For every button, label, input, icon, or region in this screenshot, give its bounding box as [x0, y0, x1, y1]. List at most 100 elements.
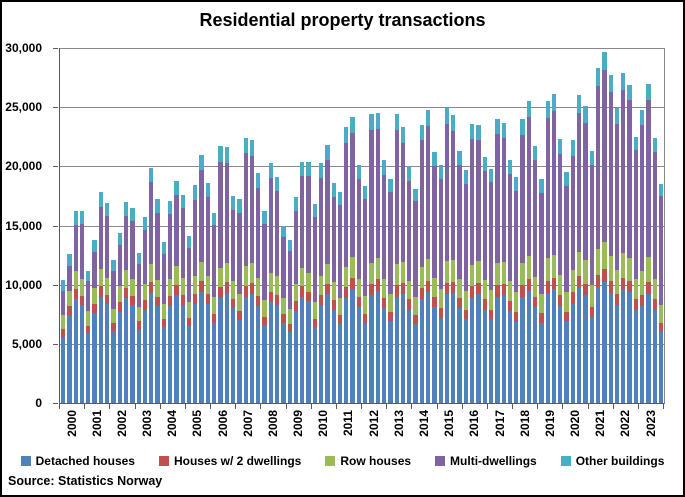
year-group-2006 — [211, 48, 236, 403]
bar-segment — [306, 301, 311, 403]
bar-segment — [117, 311, 122, 403]
stacked-bar — [602, 48, 607, 403]
bar-segment — [614, 124, 620, 270]
stacked-bar — [218, 48, 223, 403]
bar-segment — [532, 277, 538, 298]
stacked-bar — [193, 48, 198, 403]
bar-segment — [633, 150, 638, 280]
bar-segment — [432, 307, 437, 403]
bar-segment — [149, 282, 154, 293]
bar-segment — [79, 211, 85, 225]
bar-segment — [306, 176, 311, 274]
bar-segment — [155, 297, 160, 306]
bar-segment — [388, 192, 393, 295]
bar-segment — [136, 263, 141, 307]
bar-segment — [394, 263, 399, 286]
bar-segment — [595, 85, 601, 249]
bar-segment — [174, 284, 179, 296]
bar-segment — [180, 278, 185, 296]
bar-segment — [79, 295, 85, 305]
bar-segment — [136, 321, 141, 330]
bar-segment — [86, 311, 91, 326]
bar-segment — [476, 124, 481, 141]
x-label-slot: 2008 — [260, 410, 285, 452]
bar-segment — [61, 290, 66, 316]
bar-segment — [287, 239, 292, 251]
bar-segment — [432, 277, 437, 298]
bar-segment — [514, 321, 519, 403]
bar-slot — [110, 48, 116, 403]
bar-segment — [564, 172, 569, 186]
bar-slot — [356, 48, 362, 403]
x-tick-mark — [285, 404, 287, 409]
bar-slot — [494, 48, 500, 403]
bar-segment — [105, 278, 110, 295]
bar-segment — [237, 294, 242, 312]
bar-slot — [60, 48, 66, 403]
bar-segment — [451, 259, 456, 282]
bar-segment — [249, 282, 255, 295]
bar-slot — [243, 48, 249, 403]
x-label-slot: 2021 — [588, 410, 613, 452]
stacked-bar — [413, 48, 418, 403]
bar-segment — [167, 295, 173, 306]
bar-segment — [98, 206, 104, 269]
bar-segment — [105, 216, 110, 279]
gridline — [60, 166, 664, 168]
bar-segment — [268, 292, 273, 303]
bar-segment — [363, 295, 368, 314]
bar-segment — [243, 296, 248, 403]
year-group-2023 — [639, 48, 664, 403]
bar-segment — [602, 282, 607, 403]
stacked-bar — [167, 48, 173, 403]
stacked-bar — [155, 48, 160, 403]
bar-segment — [470, 265, 475, 287]
bar-segment — [161, 327, 166, 403]
bar-segment — [488, 290, 494, 310]
x-tick-mark — [310, 404, 312, 409]
x-axis-year-label: 2009 — [291, 410, 306, 437]
bar-slot — [513, 48, 519, 403]
legend: Detached houses Houses w/ 2 dwellings Row … — [2, 454, 683, 468]
x-axis-year-label: 2006 — [215, 410, 230, 437]
bar-slot — [576, 48, 582, 403]
bar-segment — [281, 322, 286, 403]
bar-segment — [476, 261, 481, 283]
legend-item: Row houses — [325, 454, 411, 468]
bar-segment — [646, 83, 651, 101]
bar-segment — [639, 294, 645, 306]
bar-segment — [61, 279, 66, 291]
x-label-slot: 2002 — [109, 410, 134, 452]
bar-segment — [646, 294, 651, 403]
stacked-bar — [123, 48, 129, 403]
bar-segment — [312, 319, 318, 328]
bar-segment — [539, 313, 544, 323]
bar-segment — [256, 187, 261, 278]
bar-slot — [205, 48, 211, 403]
bar-segment — [136, 252, 141, 264]
bar-segment — [470, 139, 475, 266]
bar-slot — [148, 48, 154, 403]
bar-segment — [205, 303, 211, 403]
bar-slot — [563, 48, 569, 403]
bar-segment — [646, 282, 651, 295]
stacked-bar — [627, 48, 632, 403]
bar-segment — [646, 100, 651, 258]
bar-segment — [369, 263, 374, 285]
bar-segment — [444, 261, 450, 283]
x-axis-labels: 2000 2001 2002 2003 2004 2005 2006 2007 2008 2009… — [59, 410, 663, 452]
bar-segment — [212, 297, 217, 314]
year-group-2009 — [287, 48, 312, 403]
x-axis-year-label: 2001 — [89, 410, 104, 437]
bar-segment — [344, 287, 349, 298]
bar-segment — [92, 252, 97, 288]
y-tick-mark — [53, 107, 58, 109]
bar-slot — [368, 48, 374, 403]
bar-slot — [192, 48, 198, 403]
bar-segment — [331, 309, 336, 403]
bar-segment — [394, 114, 399, 131]
bar-segment — [249, 140, 255, 156]
stacked-bar — [381, 48, 387, 403]
bar-slot — [608, 48, 614, 403]
